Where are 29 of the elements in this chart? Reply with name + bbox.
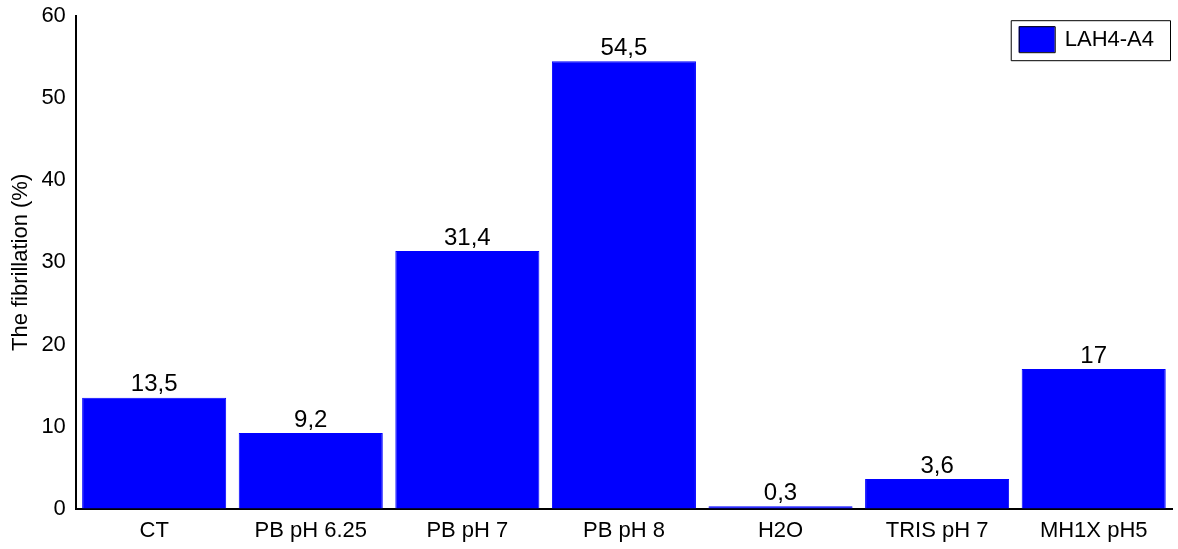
- x-tick-label: CT: [139, 516, 169, 542]
- y-tick-label: 40: [41, 166, 66, 192]
- bar: [865, 479, 1010, 509]
- data-label: 9,2: [294, 404, 328, 432]
- x-tick-label: PB pH 8: [582, 516, 665, 542]
- y-tick-label: 0: [53, 494, 66, 520]
- bar: [551, 61, 696, 509]
- data-label: 3,6: [920, 450, 954, 478]
- bar: [1021, 369, 1166, 509]
- data-label: 13,5: [130, 369, 178, 397]
- data-label: 31,4: [443, 222, 491, 250]
- y-tick-label: 20: [41, 330, 66, 356]
- bar: [82, 397, 227, 509]
- bar: [238, 433, 383, 509]
- data-label: 17: [1080, 340, 1108, 368]
- legend-label: LAH4-A4: [1064, 26, 1155, 52]
- x-tick-label: TRIS pH 7: [885, 516, 989, 542]
- y-axis-title: The fibrillation (%): [7, 173, 33, 352]
- y-tick-label: 60: [41, 2, 66, 28]
- data-label: 0,3: [763, 477, 798, 505]
- x-tick-label: PB pH 6.25: [254, 516, 368, 542]
- bar: [395, 250, 540, 509]
- x-tick-label: PB pH 7: [426, 516, 509, 542]
- y-tick-label: 30: [41, 248, 66, 274]
- x-tick-label: MH1X pH5: [1039, 516, 1148, 542]
- y-tick-label: 10: [41, 412, 66, 438]
- x-tick-label: H2O: [757, 516, 804, 542]
- y-tick-label: 50: [41, 84, 66, 110]
- data-label: 54,5: [600, 32, 648, 60]
